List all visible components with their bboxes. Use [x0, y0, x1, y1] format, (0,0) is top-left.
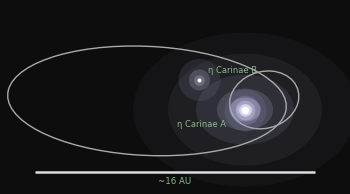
Point [242, 108, 248, 111]
Point [242, 108, 248, 111]
Ellipse shape [133, 33, 350, 187]
Point [197, 78, 202, 81]
Ellipse shape [178, 59, 220, 101]
Ellipse shape [217, 89, 273, 131]
Ellipse shape [237, 104, 253, 115]
Ellipse shape [189, 69, 210, 90]
Point [242, 108, 248, 111]
Ellipse shape [196, 75, 294, 145]
Text: η Carinae B: η Carinae B [208, 66, 257, 75]
Ellipse shape [168, 54, 322, 166]
Point [242, 108, 248, 111]
Text: ~16 AU: ~16 AU [158, 177, 192, 186]
Ellipse shape [229, 98, 261, 121]
Text: η Carinae A: η Carinae A [177, 120, 226, 129]
Point [197, 78, 202, 81]
Point [242, 108, 248, 111]
